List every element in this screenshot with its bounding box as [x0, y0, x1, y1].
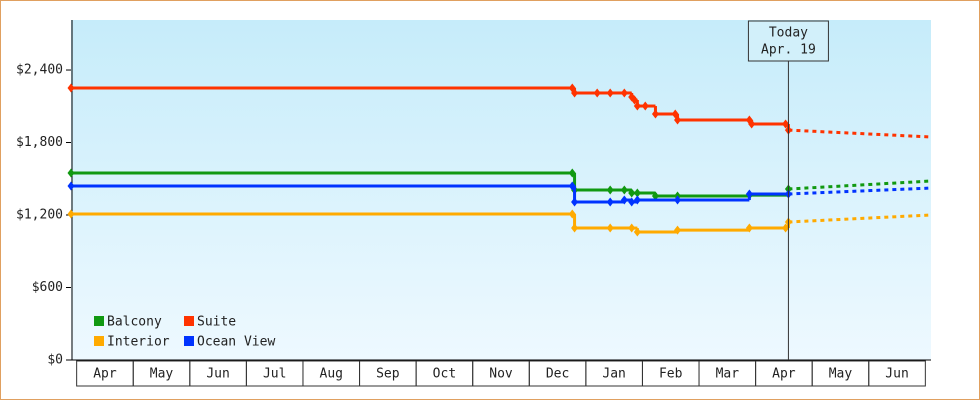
y-tick-label: $1,200	[16, 208, 63, 223]
x-tick-label: Apr	[772, 367, 796, 382]
point	[628, 197, 636, 207]
point	[620, 195, 628, 205]
legend-label: Interior	[107, 335, 170, 350]
y-tick-label: $1,800	[16, 135, 63, 150]
point	[651, 109, 659, 119]
point	[633, 188, 641, 198]
x-tick-label: Feb	[659, 367, 683, 382]
x-tick-label: May	[829, 367, 853, 382]
legend-swatch	[184, 336, 194, 346]
point	[745, 223, 753, 233]
point	[606, 223, 614, 233]
x-tick-label: Apr	[93, 367, 117, 382]
x-tick-label: Aug	[320, 367, 343, 382]
point	[620, 88, 628, 98]
point	[593, 88, 601, 98]
x-tick-label: Jan	[602, 367, 625, 382]
point	[67, 209, 75, 219]
point	[651, 191, 659, 201]
point	[67, 181, 75, 191]
today-box	[747, 20, 829, 62]
point	[782, 223, 790, 233]
point	[620, 185, 628, 195]
plot-area	[71, 20, 931, 360]
point	[568, 168, 576, 178]
point	[631, 95, 639, 105]
point	[745, 189, 753, 199]
x-tick-label: May	[150, 367, 174, 382]
x-tick-label: Jun	[885, 367, 908, 382]
point	[571, 197, 579, 207]
x-tick-label: Jul	[263, 367, 286, 382]
month-box	[868, 360, 926, 387]
y-tick-label: $0	[47, 353, 63, 368]
x-tick-label: Oct	[433, 367, 456, 382]
y-tick-label: $2,400	[16, 63, 63, 78]
x-tick-label: Dec	[546, 367, 569, 382]
point	[568, 181, 576, 191]
point	[633, 101, 641, 111]
legend-label: Suite	[197, 315, 236, 330]
point	[568, 209, 576, 219]
point	[606, 197, 614, 207]
point	[674, 225, 682, 235]
legend-label: Balcony	[107, 315, 162, 330]
x-tick-label: Jun	[206, 367, 229, 382]
legend-label: Ocean View	[197, 335, 275, 350]
point	[633, 195, 641, 205]
today-label: Today	[769, 26, 808, 41]
point	[571, 223, 579, 233]
point	[628, 188, 636, 198]
point	[628, 223, 636, 233]
x-tick-label: Mar	[716, 367, 740, 382]
x-tick-label: Sep	[376, 367, 400, 382]
legend-swatch	[184, 316, 194, 326]
today-label: Apr. 19	[761, 43, 816, 58]
y-tick-label: $600	[32, 280, 63, 295]
point	[571, 88, 579, 98]
point	[606, 88, 614, 98]
point	[674, 115, 682, 125]
point	[674, 195, 682, 205]
point	[633, 227, 641, 237]
point	[641, 101, 649, 111]
point	[782, 119, 790, 129]
point	[67, 168, 75, 178]
legend-swatch	[94, 316, 104, 326]
legend-swatch	[94, 336, 104, 346]
point	[606, 185, 614, 195]
point	[748, 119, 756, 129]
point	[67, 83, 75, 93]
x-tick-label: Nov	[489, 367, 513, 382]
